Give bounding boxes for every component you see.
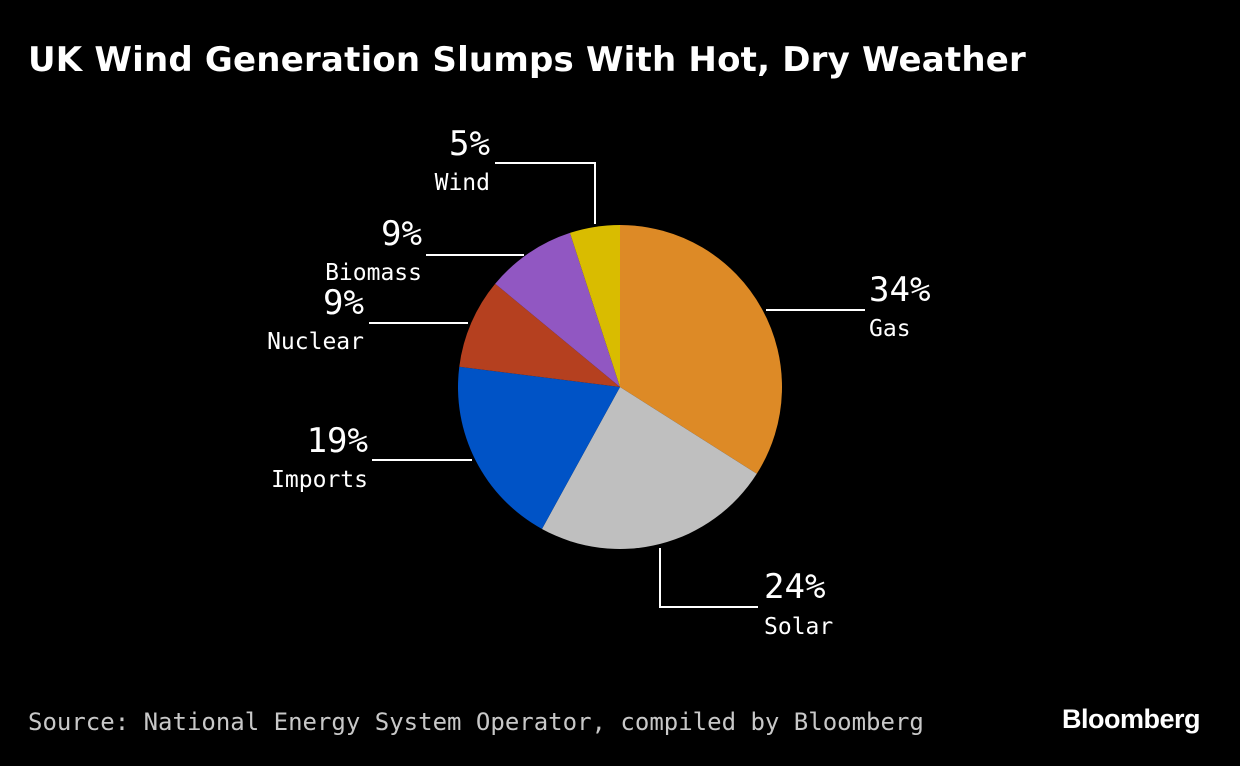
slice-value-solar: 24% [764,567,825,607]
pie-slice-biomass [495,232,620,387]
slice-label-imports: Imports [271,467,368,493]
leader-line-wind [495,162,596,224]
slice-label-nuclear: Nuclear [267,329,364,355]
leader-lines [369,162,865,608]
chart-title: UK Wind Generation Slumps With Hot, Dry … [28,40,1027,80]
slice-value-biomass: 9% [381,214,422,254]
slice-value-gas: 34% [869,270,930,310]
source-note: Source: National Energy System Operator,… [28,708,924,736]
pie-slices [458,225,782,549]
bloomberg-logo: Bloomberg [1061,704,1201,734]
slice-label-solar: Solar [764,614,833,640]
pie-slice-wind [569,225,620,387]
slice-labels: 34%Gas24%Solar19%Imports9%Nuclear9%Bioma… [267,124,930,640]
slice-value-nuclear: 9% [323,283,364,323]
pie-slice-imports [458,366,620,529]
slice-label-gas: Gas [869,316,911,342]
leader-line-solar [659,548,758,608]
pie-slice-gas [620,225,782,474]
slice-value-wind: 5% [449,124,490,164]
slice-label-wind: Wind [435,170,490,196]
slice-label-biomass: Biomass [325,260,422,286]
pie-slice-nuclear [459,283,620,387]
slice-value-imports: 19% [307,421,368,461]
pie-slice-solar [541,387,757,549]
